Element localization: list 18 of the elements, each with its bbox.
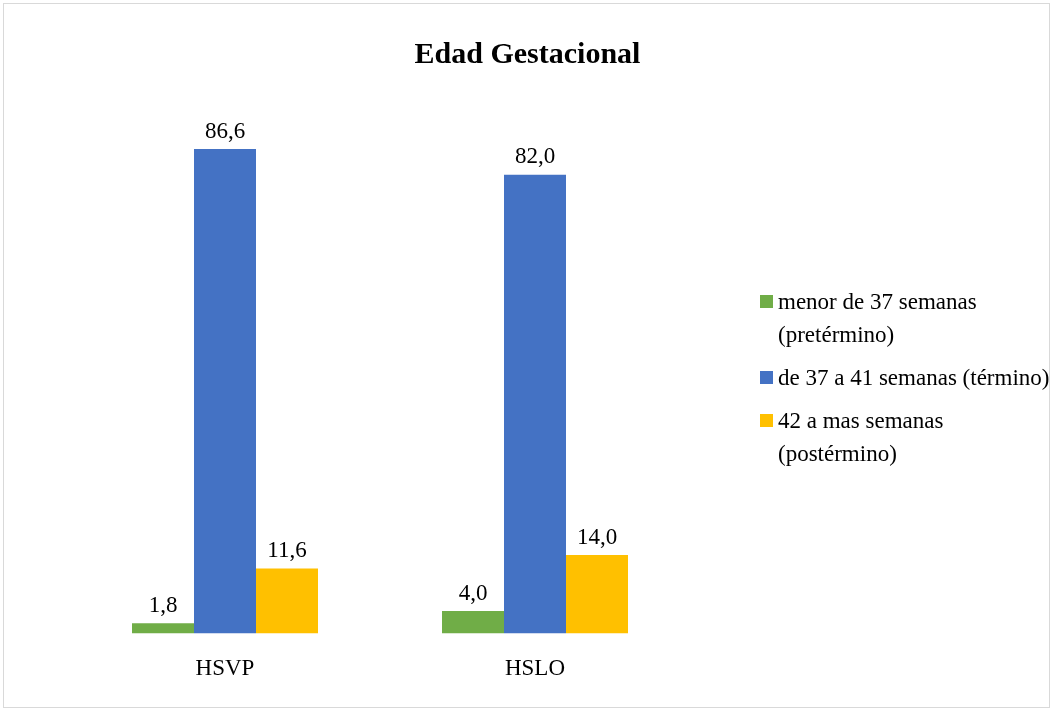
data-label: 11,6 — [267, 537, 307, 563]
x-tick-label: HSLO — [504, 655, 566, 681]
legend-label: de 37 a 41 semanas (término) — [778, 364, 1050, 392]
bar — [566, 555, 628, 634]
data-label: 1,8 — [148, 591, 178, 617]
legend-label: 42 a mas semanas (postérmino) — [778, 407, 945, 468]
legend-label: menor de 37 semanas (pretérmino) — [778, 288, 978, 349]
bar — [442, 611, 504, 634]
x-tick-label: HSVP — [195, 655, 255, 681]
chart-title: Edad Gestacional — [413, 36, 642, 70]
bar — [194, 149, 256, 634]
bar — [256, 568, 318, 634]
data-label: 82,0 — [514, 143, 556, 169]
data-label: 14,0 — [576, 523, 618, 549]
bar — [132, 623, 194, 634]
data-label: 4,0 — [458, 579, 488, 605]
bar — [504, 174, 566, 634]
data-label: 86,6 — [204, 117, 246, 143]
